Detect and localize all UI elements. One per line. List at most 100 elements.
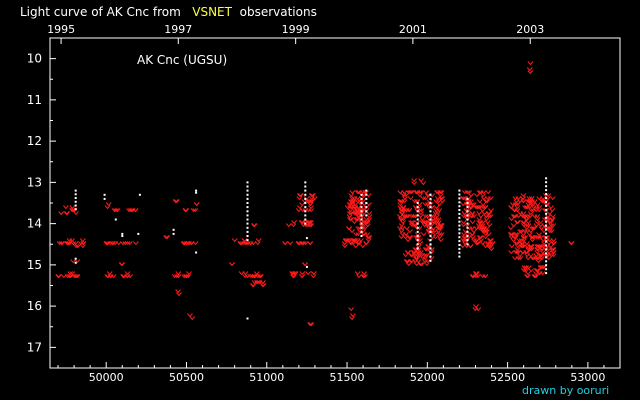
upper-limit-mark [61, 274, 67, 279]
upper-limit-mark [354, 271, 361, 276]
upper-limit-mark [439, 199, 446, 204]
upper-limit-mark [512, 235, 519, 240]
upper-limit-mark [541, 223, 548, 228]
upper-limit-mark [534, 214, 541, 219]
observation-point [416, 226, 419, 229]
upper-limit-mark [531, 274, 538, 279]
observation-point [416, 239, 419, 242]
upper-limit-mark [133, 241, 139, 246]
observation-point [458, 224, 461, 227]
observation-point [429, 247, 432, 250]
upper-limit-mark [432, 235, 439, 240]
upper-limit-mark [163, 235, 169, 240]
observation-point [416, 206, 419, 209]
upper-limit-mark [414, 253, 421, 258]
upper-limit-mark [476, 235, 483, 240]
upper-limit-mark [59, 241, 66, 246]
observation-point [365, 206, 368, 209]
upper-limit-mark [426, 244, 432, 249]
credit-label: drawn by ooruri [522, 384, 610, 397]
upper-limit-mark [306, 220, 313, 225]
upper-limit-mark [473, 241, 480, 246]
upper-limit-mark [249, 274, 256, 279]
upper-limit-mark [419, 217, 426, 222]
upper-limit-mark [351, 220, 358, 225]
upper-limit-mark [470, 274, 477, 279]
upper-limit-mark [527, 214, 534, 219]
upper-limit-mark [129, 208, 135, 213]
upper-limit-mark [423, 220, 429, 225]
upper-limit-mark [527, 247, 533, 252]
upper-limit-mark [522, 214, 529, 219]
observation-point [246, 214, 249, 217]
upper-limit-mark [436, 226, 443, 231]
upper-limit-mark [408, 220, 414, 225]
upper-limit-mark [474, 193, 480, 198]
upper-limit-mark [519, 244, 526, 249]
upper-limit-mark [411, 181, 418, 186]
upper-limit-mark [482, 244, 489, 249]
upper-limit-mark [482, 274, 489, 279]
upper-limit-mark [398, 208, 405, 213]
upper-limit-mark [480, 190, 487, 195]
observation-point [458, 205, 461, 208]
upper-limit-mark [358, 238, 364, 243]
upper-limit-mark [468, 199, 474, 204]
upper-limit-mark [488, 238, 494, 243]
upper-limit-mark [484, 229, 490, 234]
upper-limit-mark [305, 271, 312, 276]
observation-point [466, 214, 469, 217]
upper-limit-mark [260, 283, 267, 288]
observation-point [365, 197, 368, 200]
upper-limit-mark [507, 226, 514, 231]
upper-limit-mark [69, 208, 76, 213]
upper-limit-mark [422, 259, 428, 264]
upper-limit-mark [514, 241, 521, 246]
upper-limit-mark [411, 199, 418, 204]
y-tick-label: 11 [27, 93, 42, 107]
upper-limit-mark [348, 241, 355, 246]
upper-limit-mark [64, 241, 70, 246]
upper-limit-mark [550, 250, 556, 255]
upper-limit-mark [400, 205, 406, 210]
observation-point [545, 216, 548, 219]
upper-limit-mark [546, 241, 552, 246]
observation-point [103, 197, 106, 200]
observation-point [466, 218, 469, 221]
upper-limit-mark [364, 220, 371, 225]
x-tick-label: 51000 [249, 371, 284, 384]
upper-limit-mark [229, 262, 235, 267]
upper-limit-mark [351, 238, 358, 243]
upper-limit-mark [348, 307, 355, 312]
upper-limit-mark [241, 238, 248, 243]
upper-limit-mark [474, 274, 481, 279]
upper-limit-mark [404, 226, 410, 231]
upper-limit-mark [346, 214, 353, 219]
upper-limit-mark [70, 241, 77, 246]
upper-limit-mark [56, 274, 62, 279]
upper-limit-mark [254, 241, 261, 246]
observation-point [545, 272, 548, 275]
upper-limit-mark [418, 253, 425, 258]
upper-limit-mark [398, 223, 405, 228]
upper-limit-mark [349, 229, 355, 234]
upper-limit-mark [475, 241, 481, 246]
upper-limit-mark [342, 238, 349, 243]
upper-limit-mark [55, 274, 62, 279]
upper-limit-mark [175, 271, 182, 276]
upper-limit-mark [346, 226, 352, 231]
upper-limit-mark [354, 217, 360, 222]
observation-point [429, 243, 432, 246]
observation-point [138, 193, 141, 196]
upper-limit-mark [290, 274, 296, 279]
upper-limit-mark [407, 190, 414, 195]
upper-limit-mark [422, 256, 428, 261]
upper-limit-mark [344, 205, 351, 210]
upper-limit-mark [412, 259, 419, 264]
upper-limit-mark [423, 190, 429, 195]
upper-limit-mark [347, 208, 354, 213]
upper-limit-mark [514, 208, 521, 213]
upper-limit-mark [296, 208, 302, 213]
upper-limit-mark [185, 274, 192, 279]
observation-point [466, 226, 469, 229]
